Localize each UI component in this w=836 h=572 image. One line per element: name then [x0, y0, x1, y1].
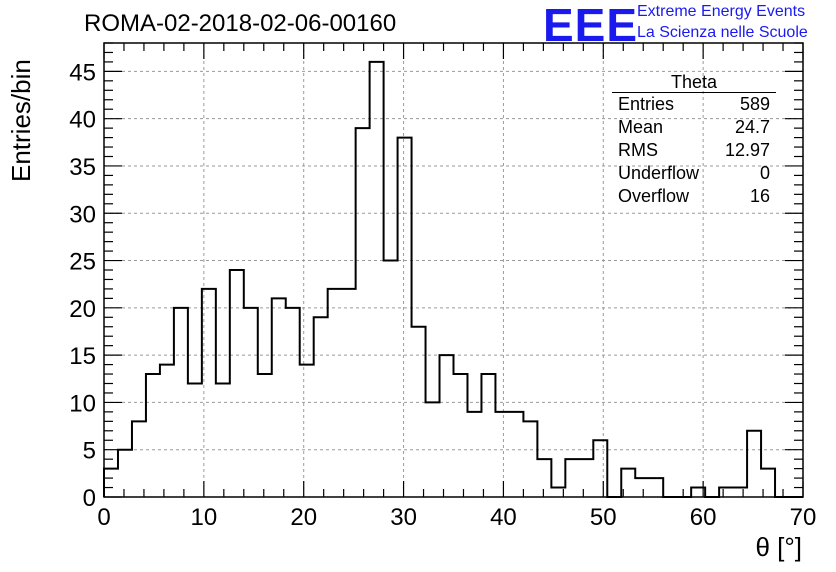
stats-row-mean: Mean 24.7 — [612, 116, 776, 139]
x-tick-label: 60 — [690, 504, 717, 531]
x-tick-label: 40 — [490, 504, 517, 531]
x-axis-label: θ [°] — [755, 532, 802, 562]
stats-label: Entries — [618, 94, 675, 114]
stats-row-underflow: Underflow 0 — [612, 162, 776, 185]
stats-box: Theta Entries 589 Mean 24.7 RMS 12.97 Un… — [612, 72, 776, 208]
stats-row-rms: RMS 12.97 — [612, 139, 776, 162]
y-tick-label: 20 — [69, 296, 96, 323]
y-axis-label: Entries/bin — [6, 59, 36, 182]
y-tick-label: 15 — [69, 343, 96, 370]
plot-frame — [103, 42, 804, 498]
y-tick-label: 10 — [69, 390, 96, 417]
x-tick-labels: 0 10 20 30 40 50 60 70 — [97, 504, 816, 531]
y-tick-label: 45 — [69, 59, 96, 86]
y-tick-labels: 0 5 10 15 20 25 30 35 40 45 — [69, 59, 96, 512]
y-tick-label: 0 — [83, 485, 96, 512]
y-tick-label: 35 — [69, 154, 96, 181]
stats-value: 16 — [749, 186, 770, 206]
eee-logo: EEE — [543, 0, 639, 51]
y-tick-label: 30 — [69, 201, 96, 228]
y-tick-label: 25 — [69, 249, 96, 276]
x-tick-label: 0 — [97, 504, 110, 531]
stats-value: 24.7 — [734, 117, 770, 137]
stats-value: 589 — [739, 94, 770, 114]
stats-label: Mean — [618, 117, 664, 137]
x-tick-label: 20 — [290, 504, 317, 531]
stats-value: 12.97 — [724, 140, 770, 160]
x-tick-label: 10 — [191, 504, 218, 531]
stats-value: 0 — [759, 163, 770, 183]
x-tick-label: 30 — [390, 504, 417, 531]
y-tick-label: 40 — [69, 107, 96, 134]
stats-label: RMS — [618, 140, 658, 160]
logo-line-2: La Scienza nelle Scuole — [637, 24, 808, 41]
stats-box-name: Theta — [612, 72, 776, 93]
y-tick-label: 5 — [83, 438, 96, 465]
chart-title: ROMA-02-2018-02-06-00160 — [84, 10, 397, 37]
x-tick-label: 70 — [790, 504, 817, 531]
stats-label: Overflow — [618, 186, 690, 206]
logo-line-1: Extreme Energy Events — [637, 3, 806, 20]
stats-label: Underflow — [618, 163, 700, 183]
x-tick-label: 50 — [590, 504, 617, 531]
stats-row-entries: Entries 589 — [612, 93, 776, 116]
stats-row-overflow: Overflow 16 — [612, 185, 776, 208]
